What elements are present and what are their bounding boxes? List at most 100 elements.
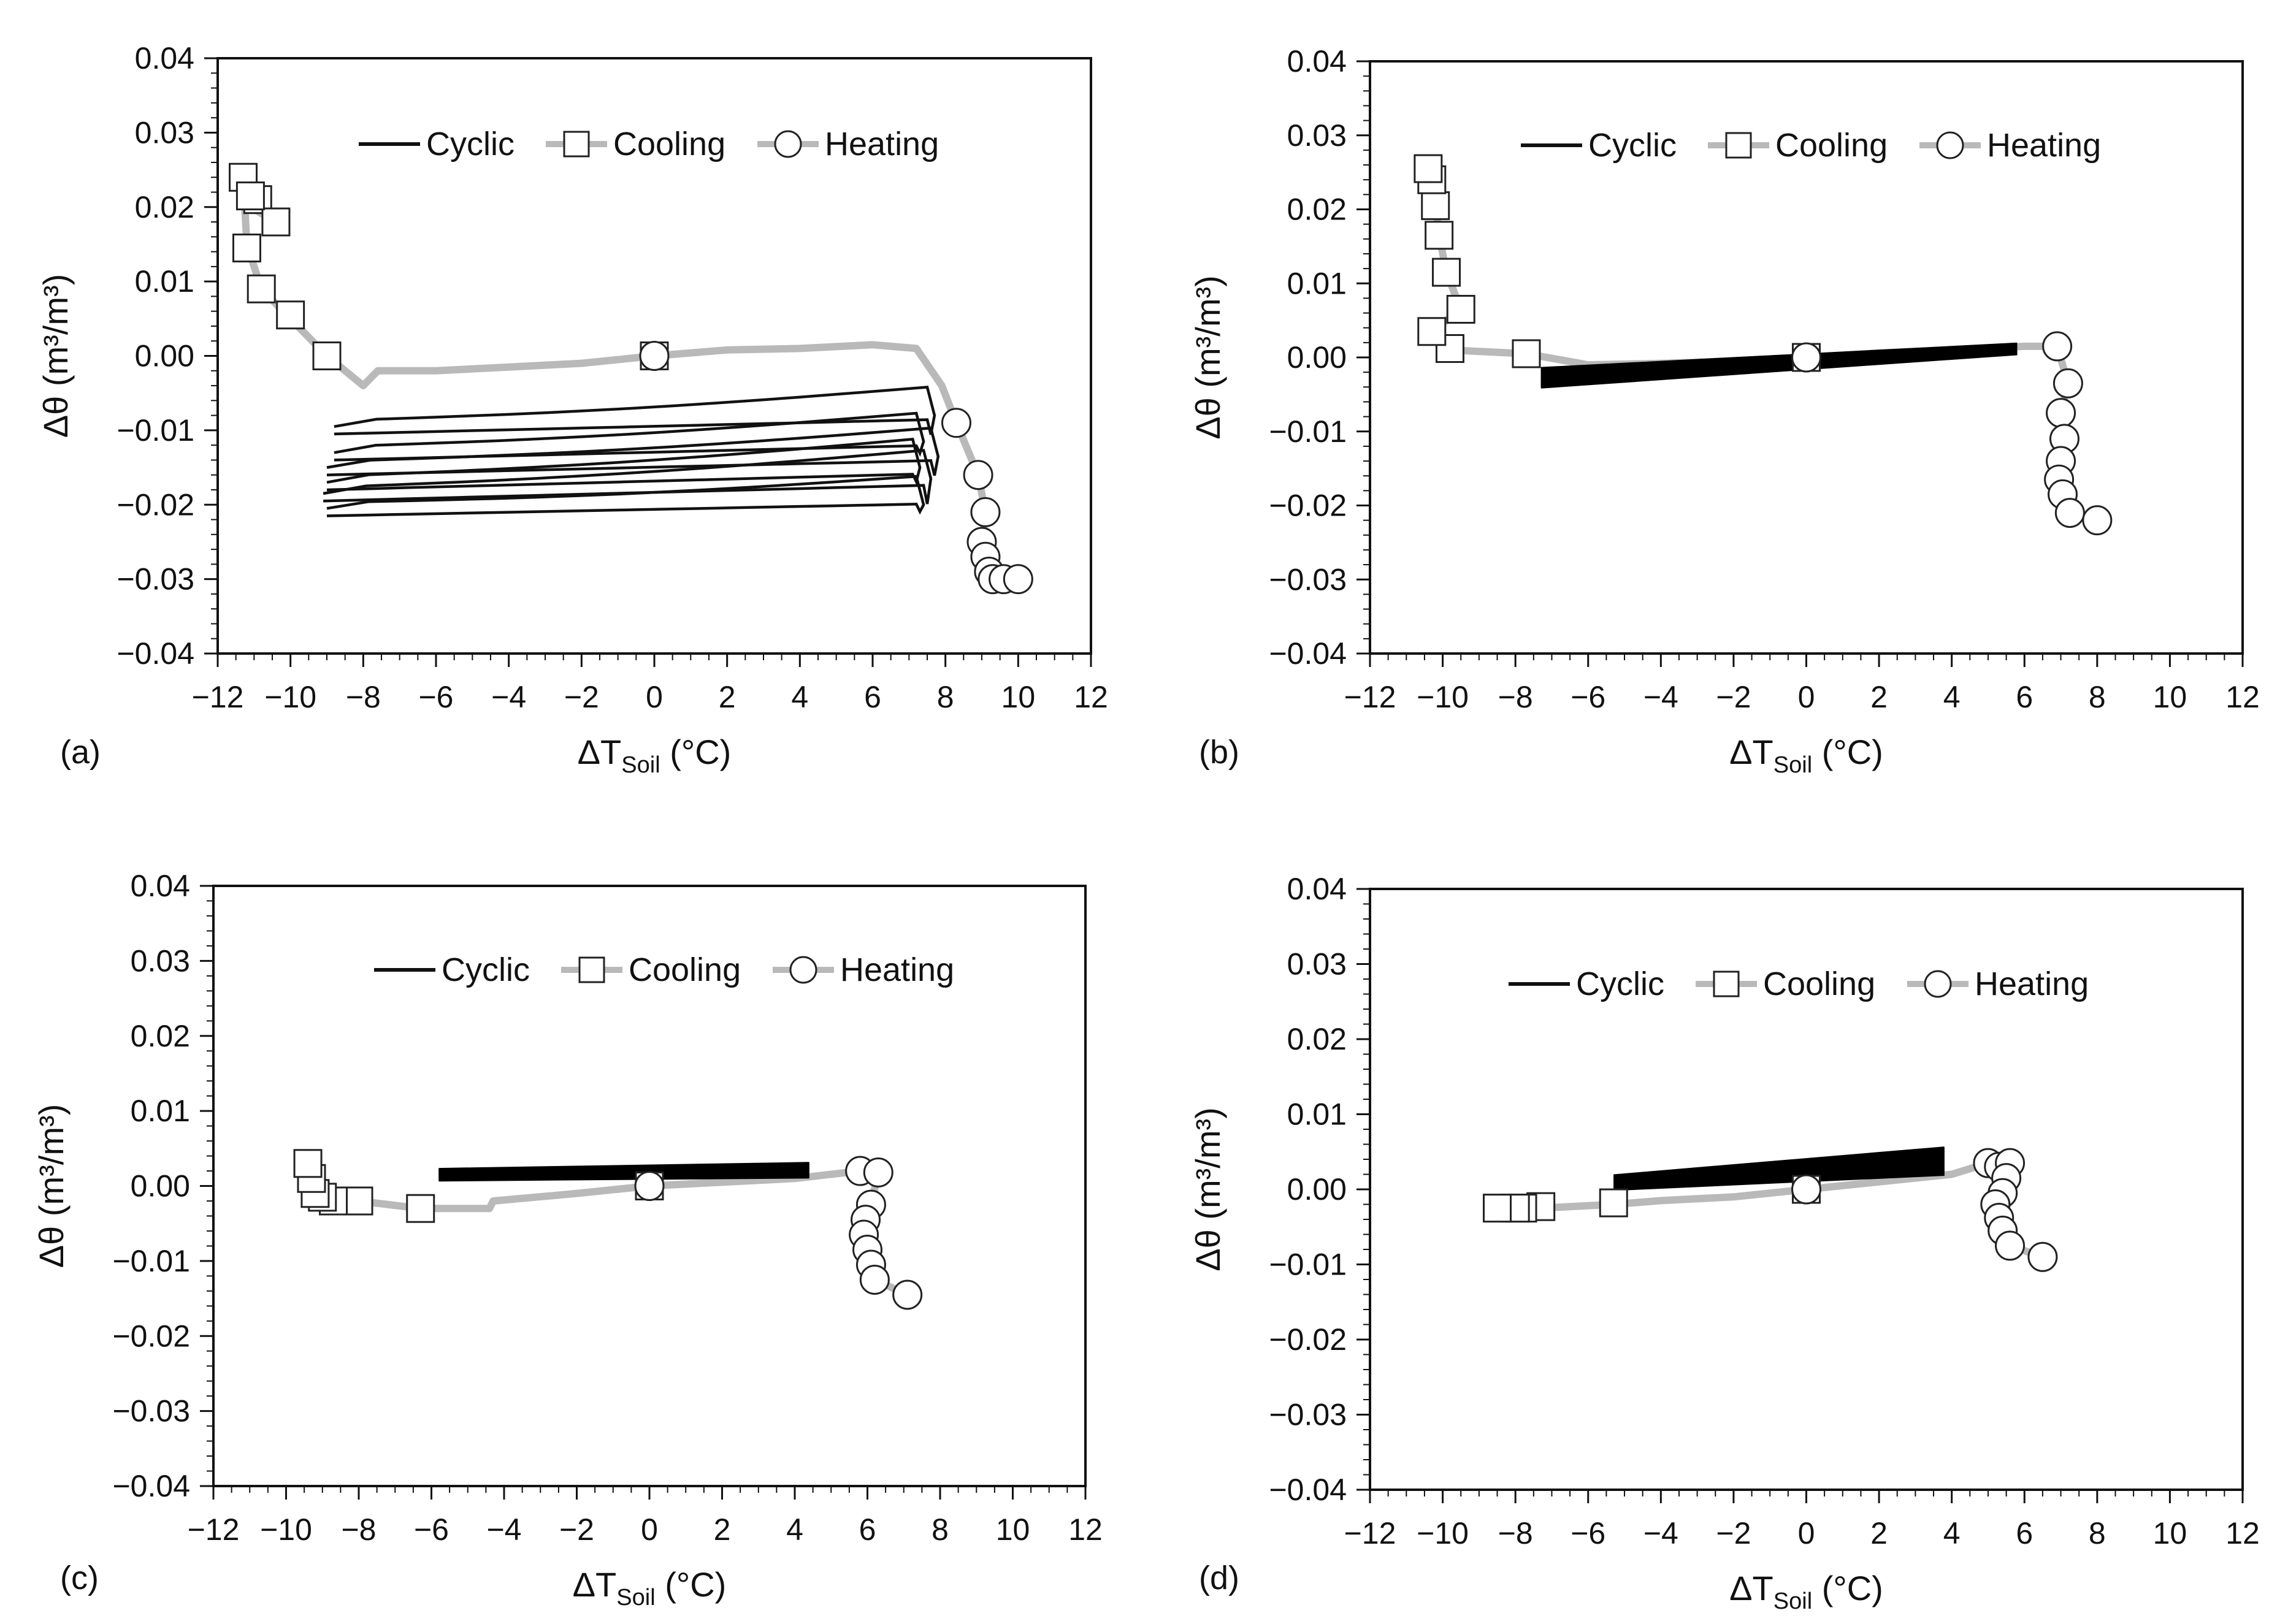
y-tick-label: 0.03 (1287, 947, 1347, 982)
cooling-marker (235, 181, 265, 211)
x-axis-title: ΔTSoil (°C) (1729, 1569, 1883, 1614)
legend: Cyclic Cooling Heating (374, 951, 954, 988)
plot-area (1414, 154, 2113, 536)
legend-cyclic-label: Cyclic (1588, 127, 1677, 164)
legend-heating-marker (1936, 131, 1964, 159)
x-tick-label: 8 (2089, 680, 2106, 714)
cooling-line (239, 173, 658, 389)
cyclic-line (438, 1167, 809, 1176)
y-tick-label: −0.01 (117, 413, 194, 448)
legend-cyclic-label: Cyclic (442, 951, 530, 988)
cooling-marker (1512, 339, 1541, 368)
heating-marker (639, 341, 670, 371)
panel-label: (b) (1199, 734, 1239, 771)
legend-cooling-marker (1725, 132, 1752, 159)
heating-marker (892, 1279, 923, 1310)
y-tick-label: 0.02 (1287, 193, 1347, 227)
y-tick-label: 0.00 (1287, 1172, 1347, 1207)
x-tick-label: −6 (414, 1512, 449, 1547)
x-tick-label: −8 (1498, 1516, 1533, 1550)
heating-marker (634, 1171, 665, 1201)
cyclic-line (1613, 1146, 1945, 1178)
cooling-marker (247, 274, 276, 303)
y-tick-label: −0.02 (1269, 1322, 1347, 1357)
x-tick-label: −8 (341, 1512, 376, 1547)
cyclic-line (438, 1162, 809, 1172)
x-axis-title: ΔTSoil (°C) (573, 1565, 727, 1611)
cyclic-line (438, 1169, 809, 1177)
heating-marker (1995, 1230, 2026, 1261)
x-tick-label: −2 (559, 1512, 594, 1547)
cyclic-loop (334, 411, 925, 462)
cooling-marker (1599, 1188, 1628, 1218)
x-axis-title: ΔTSoil (°C) (1729, 733, 1883, 778)
cooling-marker (293, 1149, 323, 1178)
x-tick-label: −4 (1643, 1516, 1678, 1550)
y-axis-title: Δθ (m³/m³) (1188, 1107, 1227, 1271)
x-tick-label: 6 (2016, 1516, 2033, 1550)
x-tick-label: −6 (1571, 680, 1605, 714)
heating-marker (863, 1157, 893, 1188)
cyclic-line (1540, 342, 2018, 370)
cooling-marker (1421, 191, 1450, 220)
x-tick-label: −10 (1417, 1516, 1469, 1550)
legend-cyclic-label: Cyclic (426, 126, 515, 162)
panel-label: (c) (60, 1560, 99, 1596)
cyclic-loop (323, 449, 933, 505)
y-tick-label: −0.01 (112, 1244, 190, 1278)
panel-label: (d) (1199, 1560, 1239, 1596)
cyclic-line (1613, 1152, 1945, 1181)
y-tick-label: 0.01 (1287, 266, 1347, 300)
y-tick-label: 0.04 (131, 869, 190, 903)
plot-area (293, 1149, 923, 1310)
cooling-marker (276, 300, 305, 330)
legend-cyclic-label: Cyclic (1576, 966, 1664, 1002)
x-tick-label: 12 (1074, 680, 1108, 714)
y-tick-label: −0.02 (117, 487, 194, 522)
y-tick-label: −0.01 (1269, 414, 1347, 449)
legend-heating-label: Heating (1987, 127, 2101, 164)
legend-heating-marker (789, 956, 817, 984)
y-tick-label: −0.04 (117, 636, 194, 671)
y-axis-title: Δθ (m³/m³) (32, 1104, 71, 1268)
legend-heating-label: Heating (840, 951, 954, 988)
y-tick-label: −0.03 (112, 1394, 190, 1428)
cyclic-loop (334, 386, 936, 436)
cooling-marker (344, 1186, 373, 1216)
y-tick-label: −0.03 (117, 562, 194, 597)
chart-panel-2: −12 −10 −8 −6 −4 −2 0 2 4 6 8 10 12 0.04 0.03 0.02 0.01 0… (1188, 44, 2260, 778)
cyclic-line (1613, 1161, 1945, 1185)
heating-marker (970, 497, 1001, 527)
y-tick-label: −0.01 (1269, 1248, 1347, 1282)
chart-panel-4: −12 −10 −8 −6 −4 −2 0 2 4 6 8 10 12 0.04 0.03 0.02 0.01 0… (1188, 872, 2260, 1614)
y-tick-label: −0.03 (1269, 562, 1347, 597)
x-tick-label: 8 (2089, 1516, 2106, 1550)
legend: Cyclic Cooling Heating (1509, 966, 2089, 1002)
heating-marker (1791, 342, 1821, 373)
x-tick-label: −4 (491, 680, 526, 714)
y-axis-title: Δθ (m³/m³) (36, 274, 75, 438)
cooling-marker (1417, 317, 1447, 346)
cyclic-line (438, 1165, 809, 1174)
heating-marker (1791, 1174, 1821, 1205)
y-tick-label: 0.02 (131, 1019, 190, 1053)
x-tick-label: −10 (264, 680, 316, 714)
x-tick-label: −12 (1344, 1516, 1396, 1550)
heating-marker (2046, 398, 2076, 429)
x-tick-label: −4 (1643, 680, 1678, 714)
x-tick-label: 2 (714, 1512, 731, 1547)
x-axis-title: ΔTSoil (°C) (578, 733, 732, 778)
y-tick-label: −0.04 (1269, 636, 1347, 671)
cyclic-line (1613, 1149, 1945, 1179)
y-tick-label: 0.01 (135, 264, 194, 299)
cyclic-line (438, 1164, 809, 1173)
cyclic-line (1613, 1158, 1945, 1184)
chart-panel-3: −12 −10 −8 −6 −4 −2 0 2 4 6 8 10 12 0.04 0.03 0.02 0.01 0… (32, 869, 1103, 1611)
legend: Cyclic Cooling Heating (359, 126, 939, 162)
legend-cooling-marker (578, 956, 605, 983)
x-tick-label: 10 (2153, 1516, 2187, 1550)
y-tick-label: −0.03 (1269, 1398, 1347, 1432)
cyclic-line (438, 1173, 809, 1180)
cyclic-line (1613, 1164, 1945, 1187)
cyclic-line (1613, 1155, 1945, 1182)
